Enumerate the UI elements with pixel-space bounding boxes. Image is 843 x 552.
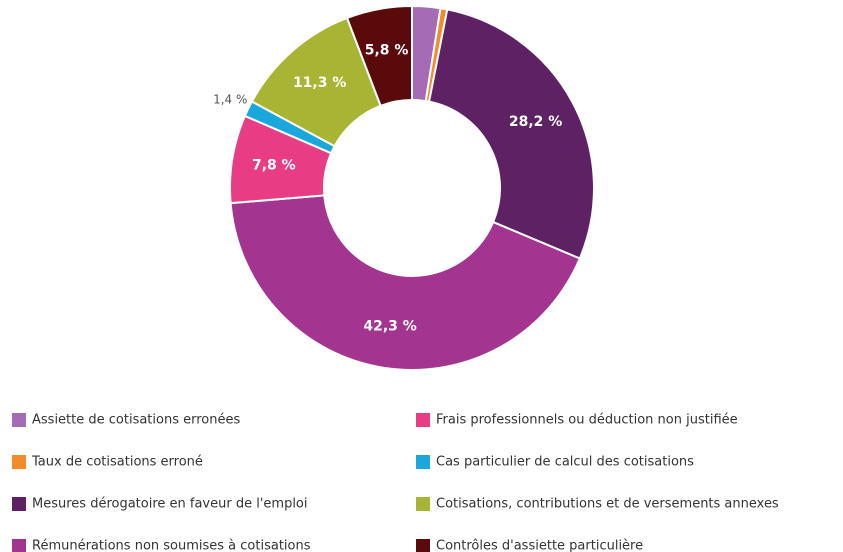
data-label: 7,8 % — [252, 157, 296, 173]
slice — [345, 4, 413, 108]
legend-swatch — [416, 455, 430, 469]
legend-label: Mesures dérogatoire en faveur de l'emplo… — [32, 497, 308, 512]
data-label: 11,3 % — [293, 75, 346, 91]
legend-swatch — [12, 497, 26, 511]
data-label: 1,4 % — [213, 92, 247, 106]
data-label: 28,2 % — [509, 114, 562, 130]
legend-label: Taux de cotisations erroné — [31, 455, 203, 470]
legend-swatch — [12, 455, 26, 469]
data-label: 42,3 % — [363, 318, 416, 334]
legend-swatch — [12, 539, 26, 552]
legend-swatch — [416, 539, 430, 552]
legend-label: Assiette de cotisations erronées — [32, 413, 240, 428]
legend-label: Cotisations, contributions et de verseme… — [436, 497, 779, 512]
legend-label: Rémunérations non soumises à cotisations — [32, 539, 311, 552]
legend-swatch — [416, 413, 430, 427]
legend-label: Contrôles d'assiette particulière — [436, 539, 643, 552]
slice — [229, 194, 582, 371]
data-label: 5,8 % — [365, 42, 409, 58]
slice — [427, 8, 595, 260]
legend-swatch — [416, 497, 430, 511]
legend-swatch — [12, 413, 26, 427]
legend-label: Cas particulier de calcul des cotisation… — [436, 455, 694, 470]
legend-label: Frais professionnels ou déduction non ju… — [436, 413, 738, 428]
